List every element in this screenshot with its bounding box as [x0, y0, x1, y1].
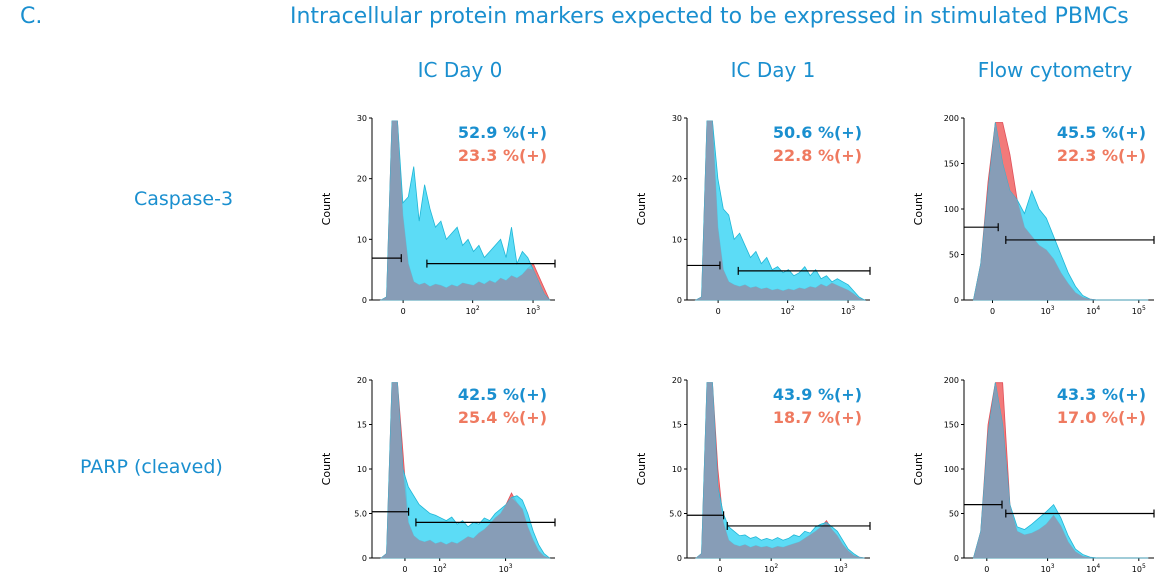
overlap-histogram: [973, 382, 1149, 558]
y-tick-label: 150: [944, 160, 959, 169]
y-axis-label: Count: [635, 452, 648, 485]
histogram-caspase3-flow: 0 50 100 150 200 Count 0 103 104 105 45.5 %(+) 22.3…: [912, 110, 1157, 322]
overlap-histogram: [381, 121, 550, 301]
figure-title: Intracellular protein markers expected t…: [290, 4, 1129, 29]
y-tick-label: 5.0: [669, 510, 682, 519]
y-tick-label: 20: [672, 175, 682, 184]
percent-positive-blue: 43.9 %(+): [773, 385, 862, 404]
x-tick-label: 104: [1086, 305, 1100, 316]
panel-letter: C.: [20, 4, 43, 29]
y-axis-label: Count: [635, 192, 648, 225]
percent-positive-red: 18.7 %(+): [773, 408, 862, 427]
percent-positive-red: 23.3 %(+): [458, 146, 547, 165]
y-tick-label: 30: [672, 114, 682, 123]
y-tick-label: 5.0: [354, 510, 367, 519]
x-tick-label: 103: [841, 305, 855, 316]
percent-positive-blue: 43.3 %(+): [1057, 385, 1146, 404]
x-tick-label: 103: [499, 563, 513, 574]
y-tick-label: 0: [362, 554, 367, 563]
y-tick-label: 0: [954, 296, 959, 305]
x-tick-label: 105: [1132, 563, 1146, 574]
y-axis-label: Count: [912, 192, 925, 225]
overlap-histogram: [973, 122, 1149, 300]
x-tick-label: 0: [717, 565, 722, 574]
histogram-caspase3-ic-day-1: 0 10 20 30 Count 0 102 103 50.6 %(+) 22.8 %(+): [635, 110, 875, 322]
y-tick-label: 10: [357, 465, 367, 474]
y-tick-label: 0: [954, 554, 959, 563]
column-header-ic-day-1: IC Day 1: [730, 58, 816, 82]
overlap-histogram: [381, 382, 550, 558]
percent-positive-red: 17.0 %(+): [1057, 408, 1146, 427]
column-header-ic-day-0: IC Day 0: [417, 58, 503, 82]
x-tick-label: 102: [466, 305, 480, 316]
y-tick-label: 200: [944, 376, 959, 385]
row-label-caspase-3: Caspase-3: [134, 188, 234, 210]
percent-positive-red: 25.4 %(+): [458, 408, 547, 427]
histogram-caspase3-ic-day-0: 0 10 20 30 Count 0 102 103 52.9 %(+) 23.3 %(+): [320, 110, 560, 322]
row-label-parp-cleaved: PARP (cleaved): [80, 456, 223, 478]
percent-positive-red: 22.3 %(+): [1057, 146, 1146, 165]
histogram-parp-ic-day-0: 0 5.0 10 15 20 Count 0 102 103 42.5 %(+) 25.4 %(+): [320, 372, 560, 580]
x-tick-label: 103: [1041, 563, 1055, 574]
y-tick-label: 100: [944, 205, 959, 214]
y-tick-label: 0: [362, 296, 367, 305]
x-tick-label: 102: [433, 563, 447, 574]
y-axis-label: Count: [912, 452, 925, 485]
y-tick-label: 50: [949, 510, 959, 519]
column-header-flow-cytometry: Flow cytometry: [977, 58, 1133, 82]
x-tick-label: 0: [990, 307, 995, 316]
y-tick-label: 30: [357, 114, 367, 123]
y-axis-label: Count: [320, 452, 333, 485]
y-tick-label: 20: [357, 376, 367, 385]
histogram-parp-ic-day-1: 0 5.0 10 15 20 Count 0 102 103 43.9 %(+) 18.7 %(+): [635, 372, 875, 580]
y-tick-label: 0: [677, 296, 682, 305]
y-tick-label: 15: [672, 421, 682, 430]
percent-positive-blue: 45.5 %(+): [1057, 123, 1146, 142]
y-tick-label: 10: [672, 235, 682, 244]
y-axis-label: Count: [320, 192, 333, 225]
overlap-histogram: [696, 121, 865, 301]
percent-positive-blue: 42.5 %(+): [458, 385, 547, 404]
y-tick-label: 15: [357, 421, 367, 430]
y-tick-label: 10: [357, 235, 367, 244]
y-tick-label: 50: [949, 251, 959, 260]
x-tick-label: 103: [834, 563, 848, 574]
y-tick-label: 10: [672, 465, 682, 474]
x-tick-label: 102: [764, 563, 778, 574]
histogram-parp-flow: 0 50 100 150 200 Count 0 103 104 105 43.3 %(+) 17.0…: [912, 372, 1157, 580]
blue-histogram-series: [379, 120, 551, 301]
x-tick-label: 0: [402, 565, 407, 574]
x-tick-label: 104: [1086, 563, 1100, 574]
x-tick-label: 102: [781, 305, 795, 316]
x-tick-label: 0: [401, 307, 406, 316]
x-tick-label: 0: [716, 307, 721, 316]
percent-positive-blue: 52.9 %(+): [458, 123, 547, 142]
y-tick-label: 100: [944, 465, 959, 474]
percent-positive-red: 22.8 %(+): [773, 146, 862, 165]
y-tick-label: 0: [677, 554, 682, 563]
x-tick-label: 103: [1041, 305, 1055, 316]
y-tick-label: 150: [944, 421, 959, 430]
overlap-histogram: [696, 382, 865, 558]
blue-histogram-series: [694, 120, 867, 301]
x-tick-label: 0: [984, 565, 989, 574]
x-tick-label: 103: [526, 305, 540, 316]
percent-positive-blue: 50.6 %(+): [773, 123, 862, 142]
y-tick-label: 20: [672, 376, 682, 385]
y-tick-label: 20: [357, 175, 367, 184]
y-tick-label: 200: [944, 114, 959, 123]
x-tick-label: 105: [1132, 305, 1146, 316]
